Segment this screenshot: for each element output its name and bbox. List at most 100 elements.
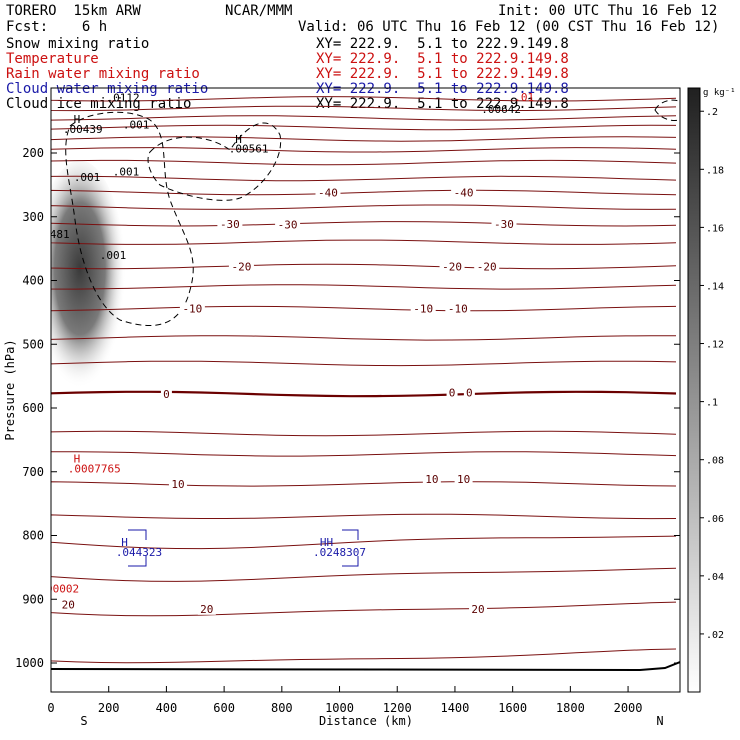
- field-annotation: 481: [50, 228, 70, 241]
- temperature-label: -30: [278, 218, 298, 231]
- field-annotation: .01: [514, 91, 534, 104]
- temperature-label: -30: [220, 218, 240, 231]
- south-endpoint-label: S: [80, 714, 87, 728]
- x-tick-label: 600: [213, 701, 235, 715]
- temperature-label: -20: [477, 260, 497, 273]
- colorbar-tick-label: .1: [706, 398, 718, 409]
- x-tick-label: 800: [271, 701, 293, 715]
- isotherm-line: [51, 105, 677, 112]
- field-annotation: .001: [113, 165, 140, 178]
- isotherm-line: [51, 390, 677, 398]
- isotherm-line: [51, 239, 677, 245]
- isotherm-line: [51, 221, 677, 227]
- temperature-label-bg: [275, 218, 301, 231]
- x-tick-label: 1400: [440, 701, 469, 715]
- temperature-label-bg: [228, 260, 254, 273]
- temperature-label: 10: [425, 473, 438, 486]
- x-axis-title: Distance (km): [319, 714, 413, 728]
- colorbar-tick-label: .2: [706, 107, 718, 118]
- y-tick-label: 300: [22, 210, 44, 224]
- legend-xy-cloud-water: XY= 222.9. 5.1 to 222.9.149.8: [316, 81, 569, 97]
- field-annotation: .044323: [116, 546, 162, 559]
- temperature-label: 20: [471, 603, 484, 616]
- temperature-label: 0: [449, 387, 456, 400]
- temperature-label-bg: [168, 477, 187, 490]
- temperature-label-bg: [454, 472, 473, 485]
- isotherm-line: [51, 159, 677, 166]
- isotherm-line: [51, 189, 677, 196]
- model-title: TORERO 15km ARW: [6, 3, 141, 19]
- temperature-label-bg: [179, 302, 205, 315]
- field-annotation: .001: [74, 171, 101, 184]
- temperature-label-bg: [474, 260, 500, 273]
- colorbar-unit: g kg⁻¹: [703, 88, 736, 98]
- legend-xy-temperature: XY= 222.9. 5.1 to 222.9.149.8: [316, 51, 569, 67]
- colorbar-ramp: [687, 87, 701, 693]
- temperature-label: 20: [62, 598, 75, 611]
- isotherm-line: [51, 204, 677, 210]
- legend-label-temperature: Temperature: [6, 51, 99, 67]
- north-endpoint-label: N: [656, 714, 663, 728]
- y-axis-title: Pressure (hPa): [3, 339, 17, 440]
- org-title: NCAR/MMM: [225, 3, 293, 19]
- y-tick-label: 200: [22, 146, 44, 160]
- temperature-label-bg: [439, 260, 465, 273]
- field-annotation: H: [235, 133, 242, 146]
- isotherm-line: [51, 96, 677, 102]
- isotherm-line: [51, 136, 677, 142]
- temperature-label-bg: [491, 217, 517, 230]
- temperature-label-bg: [463, 386, 475, 399]
- isotherm-line: [51, 124, 677, 131]
- x-tick-label: 1000: [325, 701, 354, 715]
- legend-xy-rain: XY= 222.9. 5.1 to 222.9.149.8: [316, 66, 569, 82]
- x-tick-label: 0: [47, 701, 54, 715]
- isotherm-line: [51, 175, 677, 182]
- plot-frame: [50, 87, 681, 693]
- x-tick-label: 2000: [614, 701, 643, 715]
- isotherm-line: [51, 567, 677, 582]
- field-annotation: .0248307: [313, 546, 366, 559]
- isotherm-line: [51, 360, 677, 367]
- y-tick-label: 600: [22, 401, 44, 415]
- temperature-label: -40: [454, 187, 474, 200]
- colorbar: .02 .04 .06 .08 .1 .12 .14 .16 .18 .2 g kg⁻¹: [687, 87, 736, 693]
- y-tick-label: 400: [22, 274, 44, 288]
- temperature-label-bg: [410, 302, 436, 315]
- temperature-label: -10: [448, 303, 468, 316]
- field-annotation: H: [74, 113, 81, 126]
- isotherm-line: [51, 115, 677, 121]
- legend-label-cloud-water: Cloud water mixing ratio: [6, 81, 209, 97]
- temperature-label: 10: [457, 473, 470, 486]
- cloud-ice-contour: [654, 99, 680, 121]
- y-tick-label: 800: [22, 529, 44, 543]
- snow-shading: [51, 160, 126, 401]
- surface-line: [51, 661, 680, 672]
- field-annotation: 00002: [46, 582, 79, 595]
- temperature-label-bg: [217, 217, 243, 230]
- temperature-label: -30: [494, 218, 514, 231]
- field-annotation: .00439: [63, 123, 103, 136]
- cloud-ice-contour: [65, 111, 194, 326]
- temperature-label-bg: [59, 598, 78, 611]
- temperature-label: -20: [442, 260, 462, 273]
- temperature-label-bg: [446, 386, 458, 399]
- temperature-label: 0: [466, 387, 473, 400]
- temperature-label: -40: [318, 187, 338, 200]
- cloud-ice-contour: [147, 122, 282, 201]
- field-annotation: H: [74, 452, 81, 465]
- temperature-label-bg: [160, 387, 172, 400]
- x-tick-label: 1200: [383, 701, 412, 715]
- field-annotation: .00642: [481, 103, 521, 116]
- temperature-label-bg: [469, 602, 488, 615]
- isotherm-line: [51, 451, 677, 457]
- temperature-label: 20: [200, 603, 213, 616]
- colorbar-tick-label: .02: [706, 630, 724, 641]
- init-time: Init: 00 UTC Thu 16 Feb 12: [498, 3, 718, 19]
- isotherm-line: [51, 335, 677, 341]
- isotherm-line: [51, 601, 677, 617]
- field-annotation: .001: [123, 118, 150, 131]
- legend-label-snow: Snow mixing ratio: [6, 36, 150, 52]
- field-annotation: H: [121, 536, 128, 549]
- x-tick-label: 1800: [556, 701, 585, 715]
